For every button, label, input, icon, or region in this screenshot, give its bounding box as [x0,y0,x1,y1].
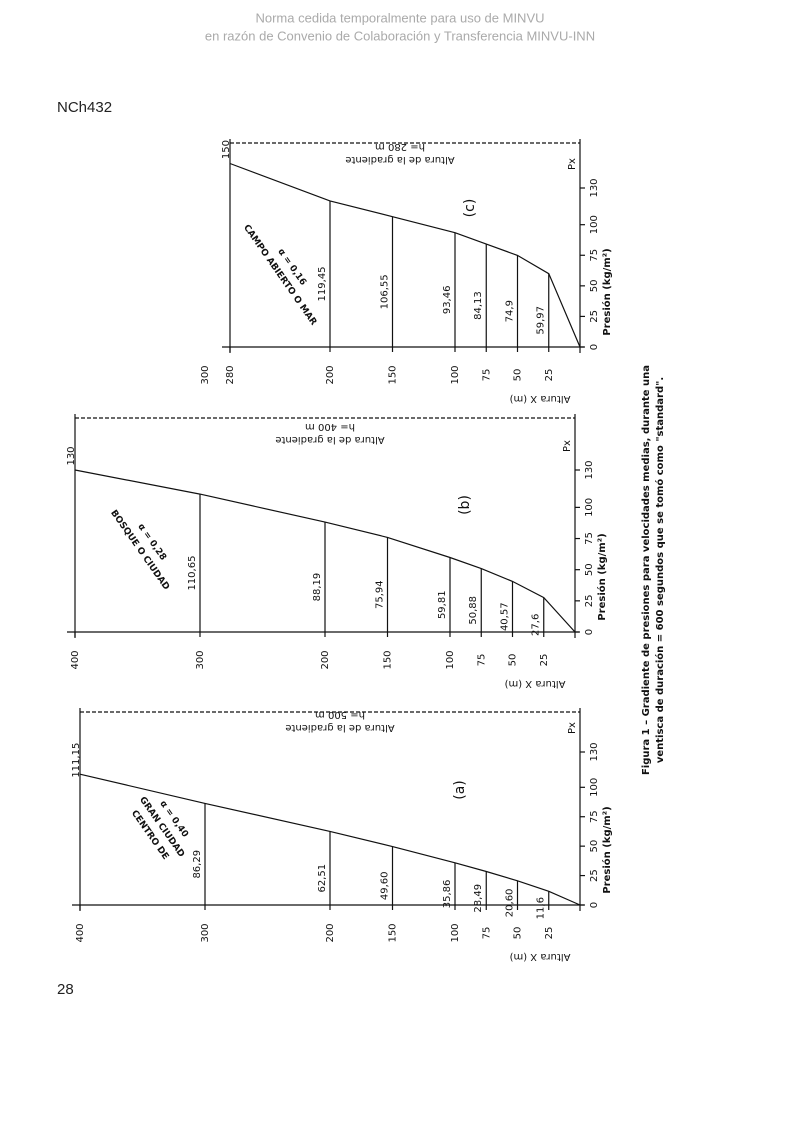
pressure-tick-label: 25 [584,594,595,607]
panel-label: (c) [462,199,478,218]
height-tick-label: 300 [195,650,206,669]
x-axis-label: Altura X (m) [509,951,570,962]
height-tick-label: 100 [445,650,456,669]
pressure-tick-label: 25 [589,869,600,882]
height-tick-label: 200 [325,923,336,942]
value-label: 93,46 [442,286,453,315]
gradient-title: Altura de la gradiente [285,722,394,733]
watermark: en razón de Convenio de Colaboración y T… [205,28,595,43]
pressure-tick-label: 75 [589,810,600,823]
y-axis-label: Presión (kg/m²) [601,806,613,893]
value-label: 49,60 [380,871,391,900]
pressure-tick-label: 50 [589,840,600,853]
height-tick-label: 200 [320,650,331,669]
value-label: 130 [66,446,77,465]
value-label: 88,19 [312,573,323,602]
height-tick-label: 100 [450,365,461,384]
pressure-tick-label: 130 [584,460,595,479]
value-label: 20,60 [505,889,516,918]
pressure-tick-label: 75 [589,249,600,262]
height-tick-label: 25 [544,369,555,382]
x-axis-label: Altura X (m) [504,678,565,689]
caption: ventisca de duración = 600 segundos que … [654,377,666,763]
pressure-symbol: Px [562,440,573,452]
gradient-title: Altura de la gradiente [275,434,384,445]
pressure-tick-label: 100 [589,215,600,234]
value-label: 110,65 [187,556,198,591]
value-label: 119,45 [317,266,328,301]
value-label: 75,94 [375,580,386,609]
height-tick-label: 150 [383,650,394,669]
height-tick-label: 200 [325,365,336,384]
pressure-tick-label: 100 [584,498,595,517]
height-tick-label: 280 [225,365,236,384]
height-tick-label: 25 [544,927,555,940]
pressure-tick-label: 130 [589,178,600,197]
value-label: 35,86 [442,880,453,909]
height-tick-label: 75 [481,369,492,382]
value-label: 111,15 [71,743,82,778]
height-tick-label: 300 [200,365,211,384]
page-number: 28 [57,981,74,998]
value-label: 11,6 [536,897,547,919]
pressure-tick-label: 50 [589,279,600,292]
height-tick-label: 50 [508,654,519,667]
x-axis-label: Altura X (m) [509,393,570,404]
value-label: 74,9 [505,300,516,322]
gradient-height: h= 500 m [315,709,365,720]
pressure-tick-label: 0 [589,902,600,908]
panel-label: (b) [457,495,473,515]
value-label: 106,55 [380,274,391,309]
height-tick-label: 400 [70,650,81,669]
value-label: 50,88 [468,596,479,625]
pressure-tick-label: 50 [584,563,595,576]
pressure-symbol: Px [567,158,578,170]
description: CAMPO ABIERTO O MAR [241,223,318,327]
height-tick-label: 400 [75,923,86,942]
doc-code: NCh432 [57,99,112,116]
gradient-title: Altura de la gradiente [345,154,454,165]
pressure-tick-label: 25 [589,310,600,323]
height-tick-label: 25 [539,654,550,667]
gradient-height: h= 280 m [375,141,425,152]
height-tick-label: 50 [513,369,524,382]
value-label: 40,57 [500,602,511,631]
value-label: 150 [221,140,232,159]
y-axis-label: Presión (kg/m²) [601,248,613,335]
value-label: 62,51 [317,864,328,893]
value-label: 59,81 [437,590,448,619]
value-label: 27,6 [531,614,542,636]
height-tick-label: 100 [450,923,461,942]
height-tick-label: 150 [388,923,399,942]
height-tick-label: 75 [476,654,487,667]
pressure-tick-label: 75 [584,532,595,545]
pressure-curve [229,162,581,348]
value-label: 84,13 [473,291,484,320]
caption: Figura 1 – Gradiente de presiones para v… [641,365,652,775]
y-axis-label: Presión (kg/m²) [596,533,608,620]
panel-label: (a) [452,780,468,800]
pressure-tick-label: 0 [589,344,600,350]
value-label: 28,49 [473,884,484,913]
value-label: 59,97 [536,306,547,335]
height-tick-label: 50 [513,927,524,940]
gradient-height: h= 400 m [305,421,355,432]
pressure-tick-label: 0 [584,629,595,635]
pressure-symbol: Px [567,722,578,734]
height-tick-label: 150 [388,365,399,384]
value-label: 86,29 [192,850,203,879]
height-tick-label: 75 [481,927,492,940]
watermark: Norma cedida temporalmente para uso de M… [255,10,544,25]
pressure-tick-label: 100 [589,778,600,797]
pressure-tick-label: 130 [589,742,600,761]
height-tick-label: 300 [200,923,211,942]
